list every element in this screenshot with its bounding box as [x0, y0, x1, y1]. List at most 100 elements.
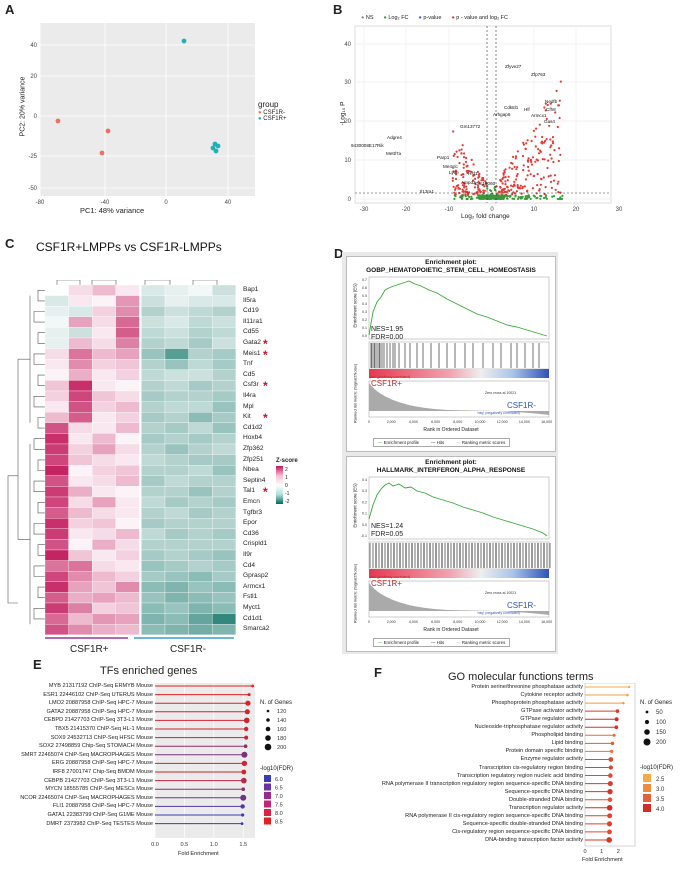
- heatmap-cell: [188, 560, 213, 572]
- volcano-point: [510, 161, 513, 165]
- volcano-point: [540, 195, 543, 198]
- hits-area: [368, 341, 550, 370]
- go-color-legend-title: -log10(FDR): [640, 765, 674, 771]
- heatmap-cell: [92, 560, 116, 572]
- heatmap-cell: [68, 284, 93, 296]
- size-legend-dot: [644, 719, 650, 725]
- volcano-gridlines: [355, 26, 611, 203]
- heatmap-cell: [188, 327, 213, 339]
- heatmap-cell: [212, 592, 236, 604]
- volcano-point: [531, 156, 535, 159]
- volcano-point: [515, 178, 518, 181]
- volcano-point: [506, 179, 509, 182]
- go-lollipops: [585, 685, 631, 843]
- volcano-point: [506, 197, 509, 200]
- dendrogram-branch: [37, 586, 45, 598]
- heatmap-cell: [141, 401, 166, 413]
- star-icon: *: [263, 337, 268, 351]
- pca-point[interactable]: [99, 150, 105, 156]
- heatmap-gene-label: Emcn: [243, 498, 260, 505]
- heatmap-cell: [188, 581, 213, 593]
- pca-point[interactable]: [105, 128, 111, 134]
- pca-point[interactable]: [55, 118, 61, 124]
- dot-icon: ●: [258, 116, 262, 122]
- heatmap-cell: [44, 390, 69, 402]
- heatmap-cell: [68, 624, 93, 635]
- volcano-point: [546, 166, 549, 170]
- dot-icon: ●: [418, 15, 422, 21]
- go-lollipop-head: [606, 821, 613, 827]
- volcano-point: [511, 193, 514, 196]
- tf-size-legend: N. of Genes 120 140 160 180 200: [260, 700, 310, 761]
- heatmap-cell: [68, 348, 93, 360]
- volcano-point: [530, 160, 533, 163]
- volcano-point: [472, 179, 475, 182]
- volcano-point: [504, 168, 507, 171]
- heatmap-group-label: CSF1R-: [170, 644, 207, 655]
- gsea-pos-label: CSF1R+: [371, 379, 402, 388]
- pca-point[interactable]: [210, 145, 216, 151]
- heatmap-cell: [212, 337, 236, 349]
- heatmap-cell: [141, 496, 166, 508]
- heatmap-gene-label: Gata2: [243, 339, 261, 346]
- volcano-point: [543, 192, 546, 196]
- volcano-point: [508, 195, 512, 198]
- volcano-point: [462, 194, 465, 197]
- heatmap-cell: [164, 390, 189, 402]
- volcano-point: [531, 187, 534, 190]
- zscore-legend: Z-score 2 1 0 -1 -2: [276, 458, 298, 506]
- heatmap-cell: [212, 454, 236, 466]
- heatmap-cell: [188, 475, 213, 487]
- heatmap-cell: [115, 613, 140, 625]
- heatmap-cell: [212, 422, 236, 434]
- heatmap-group-label: CSF1R+: [70, 644, 109, 655]
- go-x-tick: 0: [583, 849, 586, 853]
- heatmap-cell: [188, 401, 213, 413]
- heatmap-cell: [188, 507, 213, 519]
- volcano-gene-label: 9430008E17Rik: [351, 143, 384, 148]
- heatmap-cell: [68, 486, 93, 498]
- heatmap-cell: [92, 592, 116, 604]
- size-legend-label: 100: [656, 720, 667, 726]
- volcano-point: [527, 157, 530, 160]
- heatmap-cell: [164, 549, 189, 561]
- heatmap-cell: [115, 571, 140, 582]
- heatmap-cell: [44, 486, 69, 498]
- pca-point[interactable]: [181, 38, 187, 44]
- volcano-point: [544, 186, 547, 189]
- zero-cross-label: Zero cross at 10021: [485, 391, 517, 395]
- heatmap-gene-label: Il4ra: [243, 392, 256, 399]
- volcano-point: [502, 197, 505, 200]
- volcano-point: [466, 164, 469, 167]
- go-plot-frame: [584, 683, 636, 847]
- heatmap-cell: [212, 486, 236, 498]
- volcano-point: [545, 138, 548, 141]
- tf-chart-title: TFs enriched genes: [100, 665, 198, 677]
- heatmap-cell: [115, 295, 140, 307]
- pca-point[interactable]: [215, 143, 221, 149]
- volcano-point: [516, 150, 519, 153]
- heatmap-cell: [92, 475, 116, 487]
- heatmap-gene-label: Meis1: [243, 349, 261, 357]
- rank-tick: 0: [368, 420, 370, 424]
- volcano-point: [552, 179, 556, 182]
- rank-tick: 2,000: [387, 620, 396, 624]
- volcano-point: [526, 159, 529, 162]
- pca-legend: group ● CSF1R- ● CSF1R+: [258, 100, 286, 122]
- go-x-ticks: 0 1 2: [583, 849, 619, 853]
- gsea-chart: 0.4 0.3 0.2 0.1 0.0 -0.1 0 2,000 4,000 6,000 8,00…: [361, 476, 552, 624]
- volcano-point: [524, 197, 527, 200]
- rank-tick: 0: [368, 620, 370, 624]
- tf-term-label: SOX9 24532713 ChIP-Seq HFSC Mouse: [50, 734, 153, 741]
- pca-point[interactable]: [213, 148, 219, 154]
- heatmap-cell: [44, 549, 69, 561]
- go-term-label: GTPase regulator activity: [520, 716, 583, 723]
- volcano-point: [517, 197, 520, 201]
- rank-tick: 16,000: [541, 420, 552, 424]
- heatmap-cell: [188, 422, 213, 434]
- rank-tick: 4,000: [409, 420, 418, 424]
- volcano-point: [499, 185, 502, 189]
- tf-term-label: MYCN 18555785 ChIP-Seq MESCs Mouse: [45, 786, 153, 793]
- volcano-gene-label: Adgre4: [387, 135, 402, 140]
- size-legend-label: 200: [656, 740, 667, 746]
